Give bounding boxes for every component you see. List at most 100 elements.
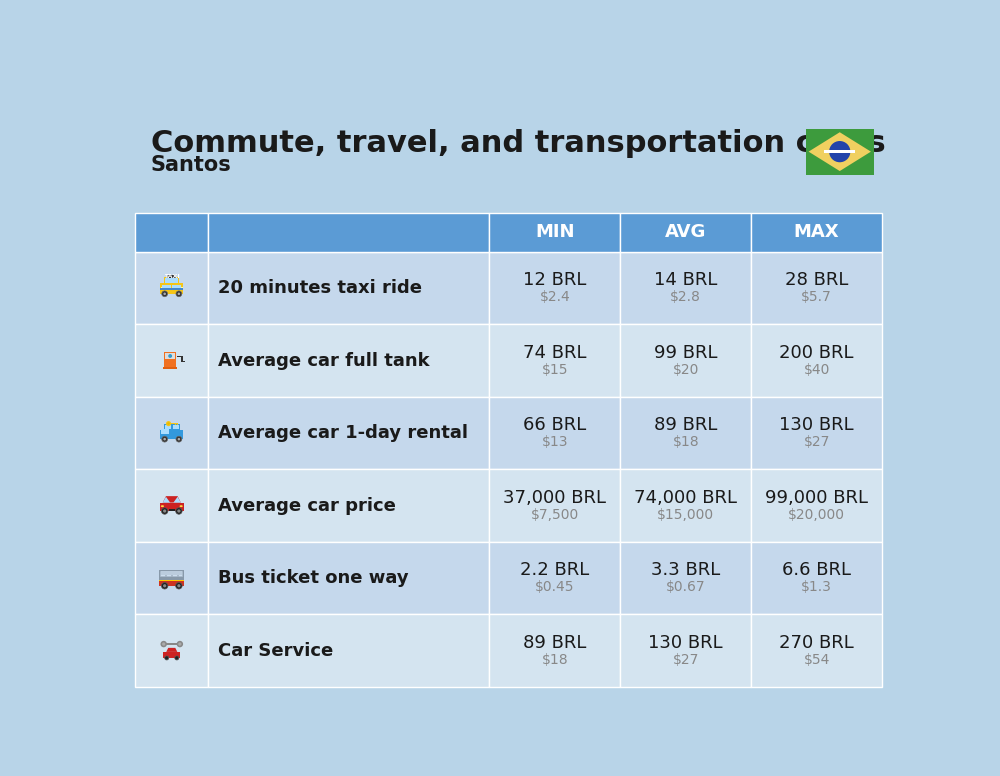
Bar [159, 570, 184, 586]
Bar [208, 251, 489, 324]
Bar [751, 213, 882, 251]
Bar [175, 424, 176, 425]
Text: $27: $27 [803, 435, 830, 449]
Text: $1.3: $1.3 [801, 580, 832, 594]
Bar [620, 324, 751, 397]
Text: Average car price: Average car price [218, 497, 395, 514]
Bar [135, 542, 208, 615]
Text: 270 BRL: 270 BRL [779, 634, 854, 652]
Circle shape [176, 583, 182, 589]
Text: $7,500: $7,500 [531, 508, 579, 521]
Text: 6.6 BRL: 6.6 BRL [782, 561, 851, 580]
Circle shape [163, 584, 166, 587]
Circle shape [176, 436, 182, 442]
Circle shape [176, 291, 182, 296]
Circle shape [178, 438, 180, 441]
Bar [178, 571, 182, 576]
Text: MAX: MAX [794, 223, 839, 241]
Text: 99 BRL: 99 BRL [654, 344, 718, 362]
Bar [173, 424, 179, 429]
Bar [208, 469, 489, 542]
Bar [163, 652, 180, 658]
Polygon shape [809, 132, 871, 171]
Text: Car Service: Car Service [218, 642, 333, 660]
Text: 130 BRL: 130 BRL [648, 634, 723, 652]
Bar [167, 275, 176, 278]
Bar [489, 397, 620, 469]
Text: TAXI: TAXI [164, 274, 180, 279]
Bar [135, 251, 208, 324]
Bar [489, 469, 620, 542]
Circle shape [165, 656, 169, 660]
Text: $13: $13 [542, 435, 568, 449]
Bar [806, 129, 874, 175]
Text: 3.3 BRL: 3.3 BRL [651, 561, 720, 580]
Bar [208, 542, 489, 615]
Text: $2.8: $2.8 [670, 290, 701, 304]
Text: AVG: AVG [665, 223, 706, 241]
Text: $40: $40 [803, 362, 830, 376]
Bar [489, 251, 620, 324]
Text: $15: $15 [542, 362, 568, 376]
Bar [824, 150, 855, 154]
Text: MIN: MIN [535, 223, 575, 241]
Bar [620, 213, 751, 251]
Bar [208, 324, 489, 397]
Text: 20 minutes taxi ride: 20 minutes taxi ride [218, 279, 422, 297]
Bar [177, 424, 178, 425]
Bar [177, 356, 183, 357]
Bar [135, 324, 208, 397]
Bar [135, 469, 208, 542]
Bar [164, 643, 180, 646]
Bar [160, 571, 165, 576]
Circle shape [178, 643, 181, 646]
Text: Santos: Santos [151, 155, 231, 175]
Circle shape [178, 293, 180, 295]
Bar [489, 324, 620, 397]
Circle shape [163, 438, 166, 441]
Circle shape [160, 641, 167, 647]
Bar [169, 509, 175, 511]
Bar [165, 278, 178, 282]
Bar [171, 423, 178, 424]
Text: Average car full tank: Average car full tank [218, 352, 429, 369]
Bar [172, 571, 177, 576]
Bar [181, 357, 183, 362]
Polygon shape [173, 497, 181, 503]
Circle shape [162, 291, 168, 296]
Bar [620, 469, 751, 542]
Circle shape [161, 583, 168, 589]
Circle shape [163, 293, 166, 295]
Bar [489, 542, 620, 615]
Bar [620, 542, 751, 615]
Polygon shape [163, 497, 170, 503]
Text: Average car 1-day rental: Average car 1-day rental [218, 424, 468, 442]
Circle shape [829, 141, 850, 162]
Ellipse shape [180, 505, 183, 508]
Text: Bus ticket one way: Bus ticket one way [218, 569, 408, 587]
Circle shape [162, 436, 168, 442]
Bar [181, 361, 185, 362]
Text: 28 BRL: 28 BRL [785, 272, 848, 289]
Bar [161, 287, 162, 289]
Circle shape [166, 421, 171, 426]
Polygon shape [166, 648, 177, 652]
Bar [751, 397, 882, 469]
Text: 2.2 BRL: 2.2 BRL [520, 561, 589, 580]
Bar [208, 213, 489, 251]
Circle shape [176, 508, 182, 514]
Text: 37,000 BRL: 37,000 BRL [503, 489, 606, 507]
Text: 200 BRL: 200 BRL [779, 344, 854, 362]
Text: $5.7: $5.7 [801, 290, 832, 304]
Text: 89 BRL: 89 BRL [654, 416, 717, 435]
Bar [162, 285, 171, 289]
Bar [159, 580, 184, 581]
Bar [208, 397, 489, 469]
Bar [751, 324, 882, 397]
Bar [620, 397, 751, 469]
Bar [620, 251, 751, 324]
Circle shape [161, 508, 168, 514]
Bar [164, 352, 176, 369]
Bar [489, 213, 620, 251]
Bar [172, 285, 181, 289]
